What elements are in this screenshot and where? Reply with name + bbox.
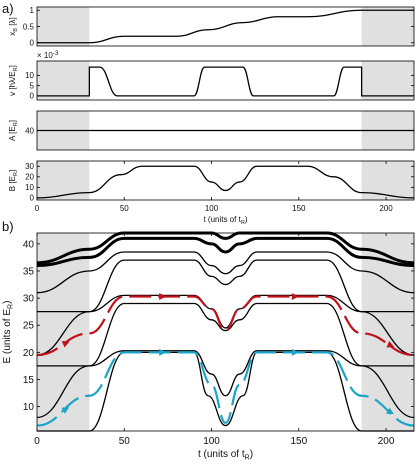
axes-frame — [36, 232, 415, 432]
panel-label: b) — [2, 219, 14, 234]
x-tick-label: 200 — [378, 436, 395, 447]
x-tick-label: 50 — [120, 204, 129, 213]
series-line-0 — [36, 165, 415, 199]
series-line-7 — [36, 231, 415, 265]
y-tick-label: 0 — [30, 194, 35, 203]
axes-frame — [36, 60, 415, 101]
x-tick-label: 200 — [379, 204, 393, 213]
panel-4: 10 15 20 25 30 35 40 0 50 100 150 200 E (units of ER… — [2, 219, 415, 462]
x-tick-label: 100 — [203, 436, 220, 447]
y-axis-label: xB​ [λ] — [8, 17, 19, 35]
x-tick-label: 50 — [119, 436, 131, 447]
arrowhead-0-2 — [291, 292, 299, 300]
series-line-0 — [36, 9, 414, 44]
series-line-1 — [36, 350, 415, 419]
shaded-region-0 — [37, 7, 90, 46]
y-tick-label: 10 — [23, 402, 35, 413]
y-tick-label: 10 — [25, 183, 34, 192]
transport-path-1 — [36, 351, 415, 427]
y-tick-label: 40 — [23, 239, 35, 250]
series-line-0 — [37, 351, 414, 432]
series-line-6 — [36, 236, 415, 268]
shaded-region-1 — [361, 161, 414, 200]
axes-frame — [36, 160, 415, 201]
arrowhead-0-0 — [61, 340, 70, 348]
y-tick-label: 10 — [25, 71, 34, 80]
shaded-region-1 — [361, 7, 414, 46]
x-tick-label: 0 — [35, 204, 40, 213]
x-tick-label: 100 — [205, 204, 219, 213]
y-axis-label: v [hλ/ER​] — [8, 65, 19, 96]
series-line-5 — [36, 251, 415, 294]
transport-path-0 — [36, 295, 415, 357]
y-axis-label: E (units of ER​) — [2, 301, 15, 364]
y-tick-label: 0 — [30, 92, 35, 101]
y-tick-label: 20 — [23, 348, 35, 359]
x-tick-label: 150 — [290, 436, 307, 447]
shaded-region-1 — [361, 61, 414, 100]
shaded-region-0 — [37, 161, 90, 200]
series-line-0 — [36, 66, 414, 97]
y-tick-label: 0.5 — [23, 22, 35, 31]
panel-0: 0 0.5 1 xB​ [λ]a) — [2, 1, 415, 48]
arrowhead-1-0 — [61, 407, 70, 414]
series-line-2 — [36, 302, 414, 367]
arrowhead-0-3 — [386, 340, 395, 348]
y-tick-label: 40 — [25, 126, 34, 135]
y-tick-label: 20 — [25, 173, 34, 182]
arrowhead-1-1 — [159, 348, 167, 356]
series-line-4 — [37, 259, 414, 313]
y-tick-label: 30 — [25, 162, 34, 171]
series-line-3 — [36, 294, 415, 356]
y-axis-label: A [ER​] — [8, 120, 19, 141]
y-tick-label: 1 — [30, 6, 35, 15]
arrowhead-0-1 — [159, 292, 167, 300]
panel-1: 0 510 v [hλ/ER​] × 10-3 — [8, 50, 415, 101]
arrowhead-1-3 — [386, 407, 394, 415]
x-tick-label: 0 — [34, 436, 40, 447]
arrowhead-1-2 — [291, 348, 299, 356]
y-tick-label: 5 — [30, 81, 35, 90]
panel-2: 40 A [ER​] — [8, 110, 415, 151]
y-tick-label: 30 — [23, 294, 35, 305]
x-tick-label: 150 — [292, 204, 306, 213]
y-tick-label: 0 — [30, 39, 35, 48]
scale-label: × 10-3 — [37, 50, 59, 60]
x-axis-label: t (units of tR​) — [203, 215, 247, 226]
y-tick-label: 25 — [23, 321, 35, 332]
x-axis-label: t (units of tR​) — [198, 449, 253, 462]
y-axis-label: B [ER​] — [8, 170, 19, 191]
y-tick-label: 35 — [23, 266, 35, 277]
y-tick-label: 15 — [23, 375, 35, 386]
panel-label: a) — [2, 1, 14, 16]
shaded-region-0 — [37, 61, 90, 100]
